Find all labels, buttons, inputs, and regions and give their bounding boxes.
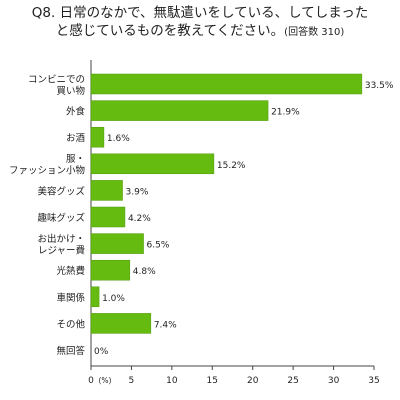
x-axis-unit: (%) xyxy=(99,376,112,385)
bar xyxy=(90,313,152,334)
bar xyxy=(90,259,131,281)
bar xyxy=(90,233,144,254)
category-label: お酒 xyxy=(66,133,86,144)
x-tick-label: 0 xyxy=(88,376,94,386)
x-tick-label: 20 xyxy=(247,376,259,386)
category-label: 買い物 xyxy=(56,85,85,97)
category-label: 美容グッズ xyxy=(37,185,85,197)
value-label: 7.4% xyxy=(154,320,177,330)
category-label: 外食 xyxy=(66,106,86,118)
x-tick-label: 25 xyxy=(287,376,298,386)
bar xyxy=(90,73,363,95)
value-label: 6.5% xyxy=(147,241,170,251)
bar xyxy=(90,206,126,228)
value-label: 3.9% xyxy=(126,187,149,197)
x-tick-label: 5 xyxy=(129,376,135,386)
bar xyxy=(90,180,123,201)
bar xyxy=(90,286,100,308)
x-tick-label: 35 xyxy=(368,376,379,386)
category-label: お出かけ・ xyxy=(37,233,85,245)
x-tick-label: 10 xyxy=(166,376,178,386)
category-label: その他 xyxy=(56,318,85,330)
x-tick-label: 15 xyxy=(207,376,218,386)
chart-title: Q8. 日常のなかで、無駄遣いをしている、してしまった と感じているものを教えて… xyxy=(0,4,400,42)
respondent-count-note: (回答数 310) xyxy=(284,27,345,38)
title-line-2: と感じているものを教えてください。(回答数 310) xyxy=(0,22,400,42)
category-label: 無回答 xyxy=(56,345,85,357)
bar xyxy=(90,100,269,121)
value-label: 4.8% xyxy=(133,267,156,277)
value-label: 1.6% xyxy=(107,134,130,144)
value-label: 1.0% xyxy=(102,294,125,304)
title-line-2-text: と感じているものを教えてください。 xyxy=(55,23,285,39)
value-label: 0% xyxy=(94,347,109,357)
bar xyxy=(90,153,215,175)
value-label: 33.5% xyxy=(365,81,394,91)
title-line-1: Q8. 日常のなかで、無駄遣いをしている、してしまった xyxy=(31,5,369,21)
category-label: ファッション小物 xyxy=(9,165,86,177)
category-label: 車関係 xyxy=(56,292,85,304)
category-label: 光熱費 xyxy=(56,265,85,277)
category-label: 趣味グッズ xyxy=(37,212,85,224)
value-label: 4.2% xyxy=(128,214,151,224)
bar xyxy=(90,126,105,148)
category-label: コンビニでの xyxy=(28,74,85,85)
category-label: レジャー費 xyxy=(38,244,85,256)
category-label: 服・ xyxy=(66,154,85,165)
value-label: 21.9% xyxy=(271,108,300,118)
value-label: 15.2% xyxy=(217,161,246,171)
x-tick-label: 30 xyxy=(328,376,340,386)
